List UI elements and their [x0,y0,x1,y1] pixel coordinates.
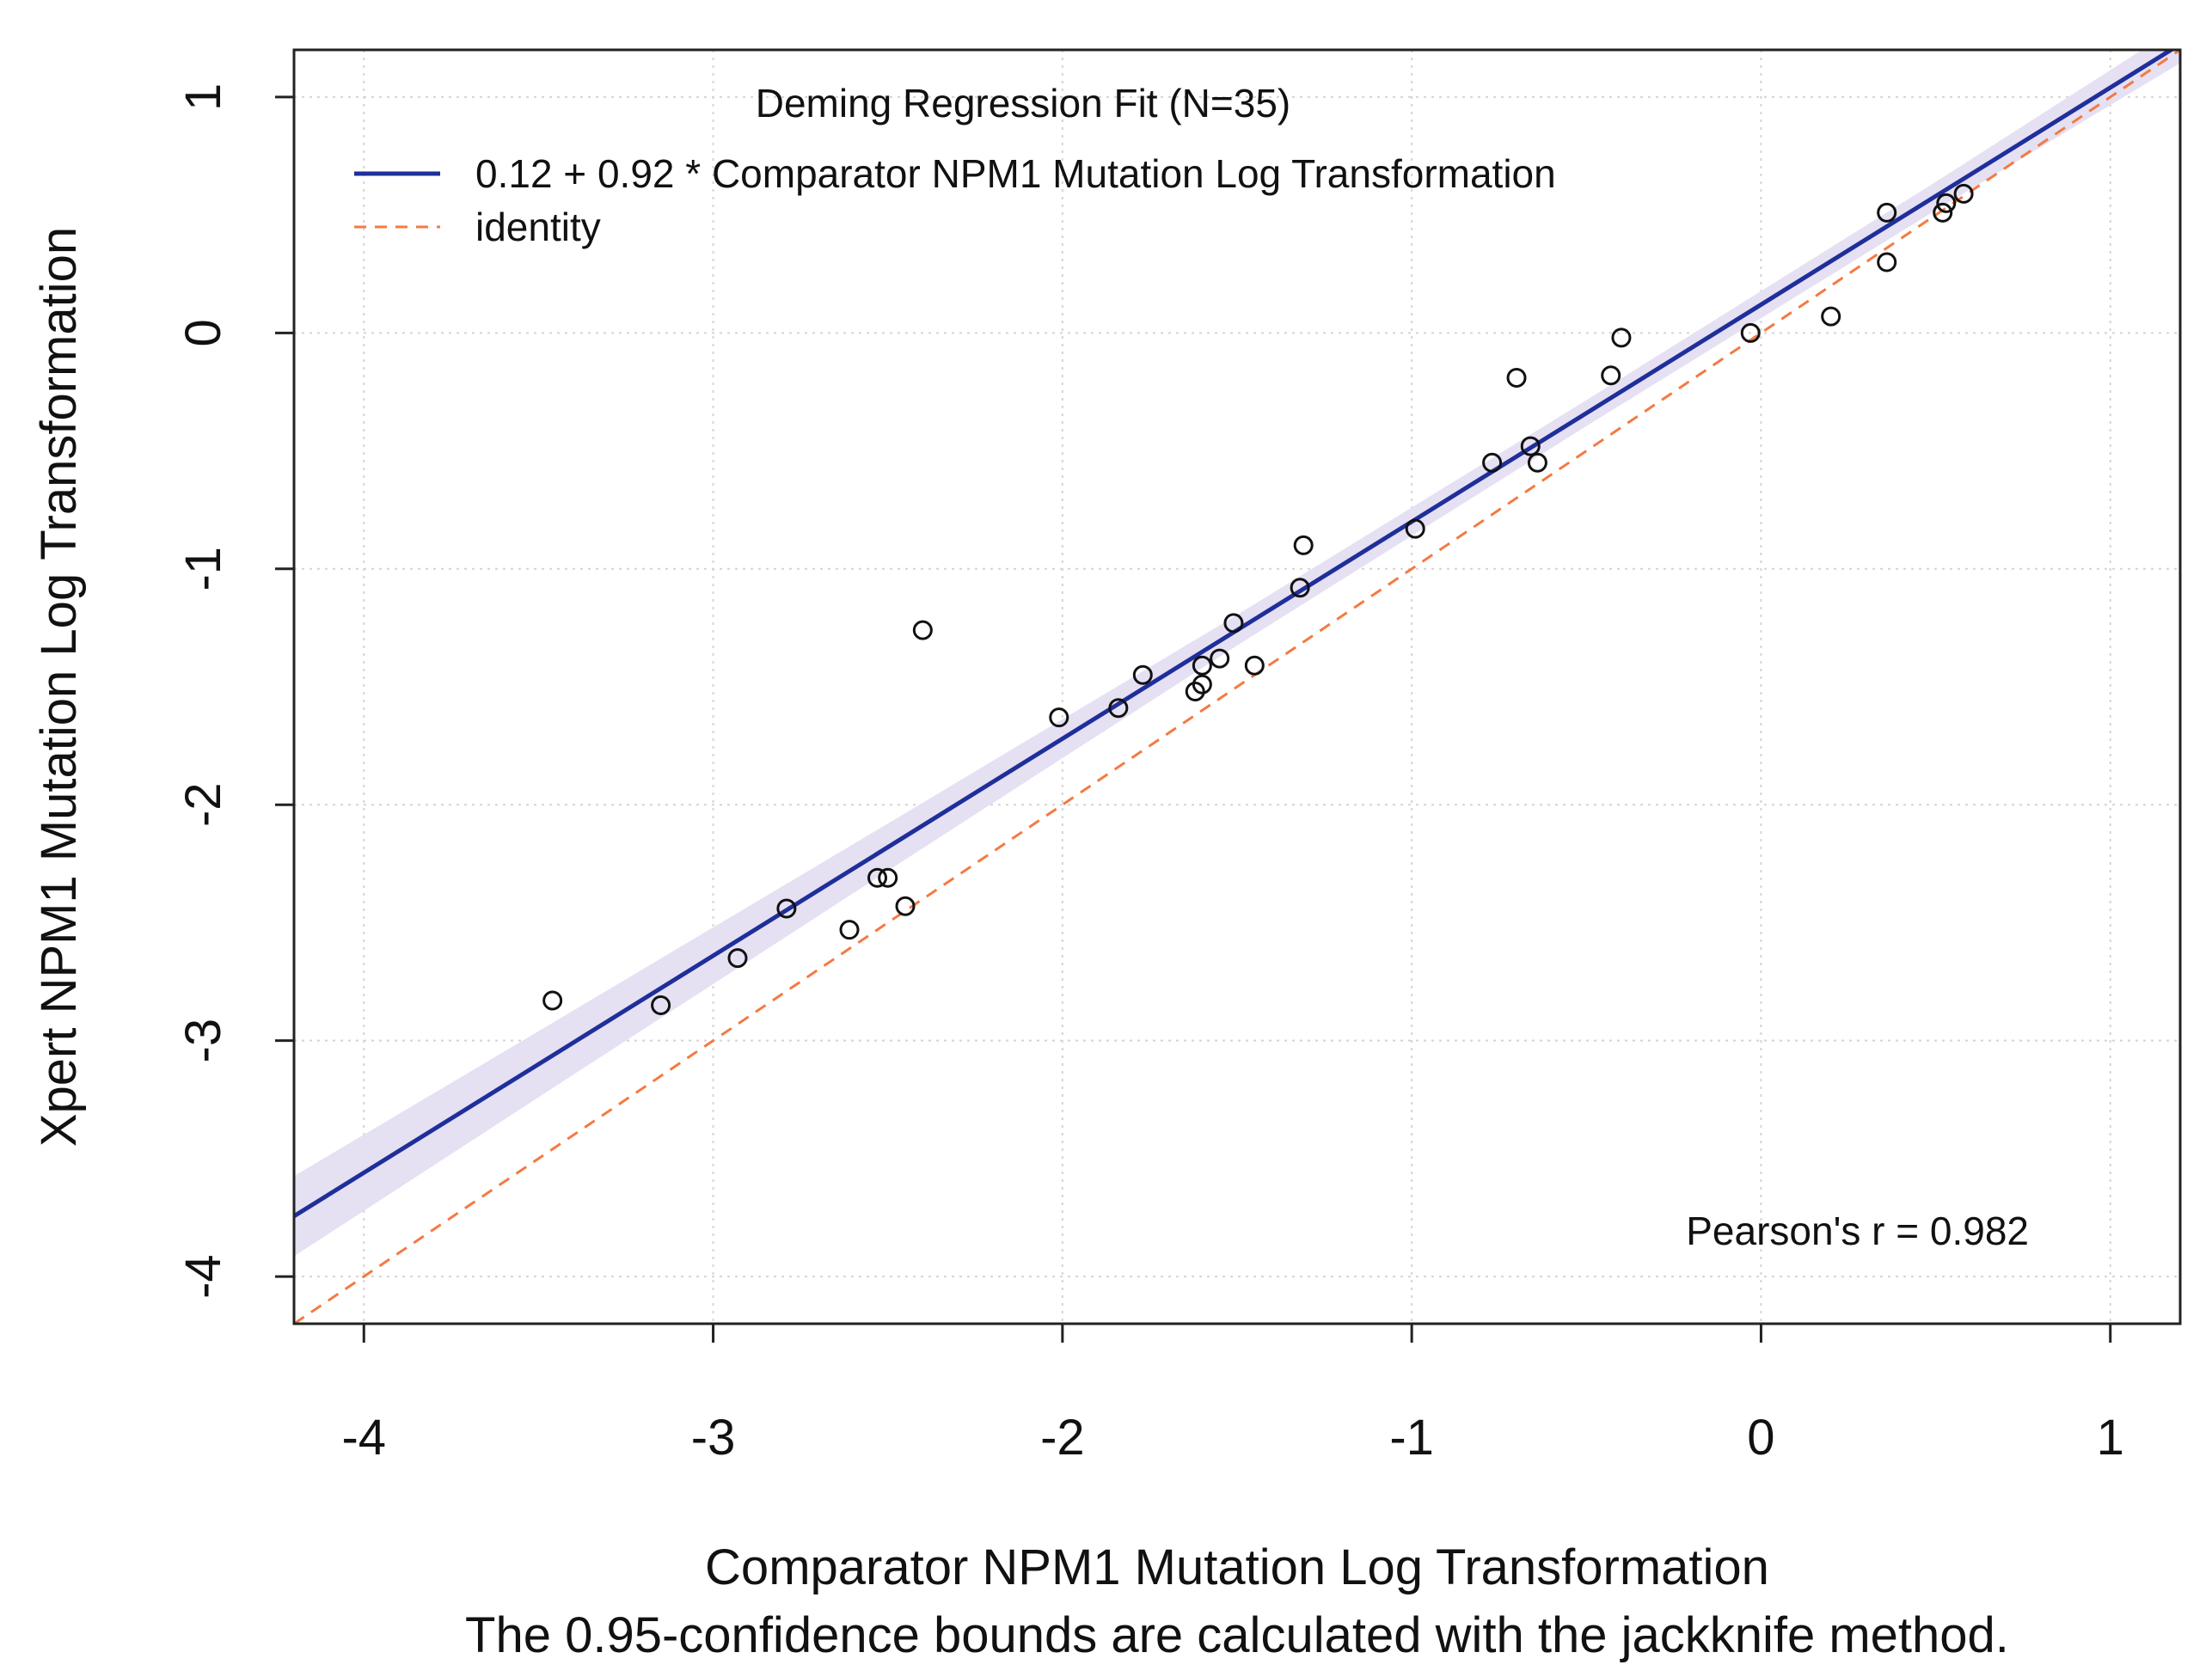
data-point [1611,327,1632,348]
x-tick-label: -2 [1040,1410,1085,1466]
y-tick-label: -3 [175,1019,231,1063]
x-axis-subtitle: The 0.95-confidence bounds are calculate… [465,1607,2009,1663]
x-tick-label: -1 [1389,1410,1434,1466]
data-point [878,867,898,888]
x-axis-ticks: -4 -3 -2 -1 0 1 [341,1324,2124,1466]
data-point [1290,578,1310,598]
x-axis-title: Comparator NPM1 Mutation Log Transformat… [705,1539,1769,1595]
data-point [1210,648,1230,669]
data-point [1192,674,1212,695]
legend-title: Deming Regression Fit (N=35) [756,81,1291,125]
data-point [727,948,748,969]
data-point [542,990,563,1011]
plot-frame [292,48,2182,1325]
x-tick-label: -4 [341,1410,386,1466]
data-point [1244,655,1265,676]
data-point [1223,613,1244,633]
legend: Deming Regression Fit (N=35) 0.12 + 0.92… [354,81,1556,249]
y-axis-ticks: -4 -3 -2 -1 0 1 [175,83,294,1299]
data-point [1933,202,1953,223]
y-tick-label: -4 [175,1254,231,1299]
data-point [1185,681,1205,701]
data-point [1293,535,1314,555]
y-tick-label: 1 [175,83,231,111]
data-point [1821,306,1841,327]
pearson-annotation: Pearson's r = 0.982 [1686,1209,2029,1253]
data-point [1482,452,1503,473]
data-point [1506,367,1527,388]
x-tick-label: 1 [2097,1410,2124,1466]
data-point [1520,436,1541,456]
grid-lines [294,50,2180,1324]
data-point [867,867,888,888]
data-point [1405,518,1425,539]
confidence-band [294,50,2180,1257]
x-tick-label: -3 [691,1410,736,1466]
data-point [912,620,933,640]
data-points [542,183,1974,1015]
data-point [1877,202,1897,223]
data-point [776,898,797,919]
y-axis-title: Xpert NPM1 Mutation Log Transformation [31,227,87,1147]
data-point [1527,452,1547,473]
legend-fit-label: 0.12 + 0.92 * Comparator NPM1 Mutation L… [475,151,1556,196]
x-tick-label: 0 [1747,1410,1774,1466]
data-point [1953,183,1974,204]
y-tick-label: 0 [175,319,231,346]
data-point [1740,322,1761,343]
identity-line [294,50,2180,1324]
data-point [1108,698,1129,719]
data-point [1132,664,1153,685]
data-point [895,896,916,916]
data-point [1049,707,1069,728]
data-point [1936,193,1957,213]
data-point [1601,365,1621,386]
data-point [1192,655,1212,676]
legend-identity-label: identity [475,205,601,249]
y-tick-label: -2 [175,782,231,827]
data-point [839,920,860,940]
y-tick-label: -1 [175,547,231,591]
data-point [1877,252,1897,272]
data-point [651,995,671,1015]
